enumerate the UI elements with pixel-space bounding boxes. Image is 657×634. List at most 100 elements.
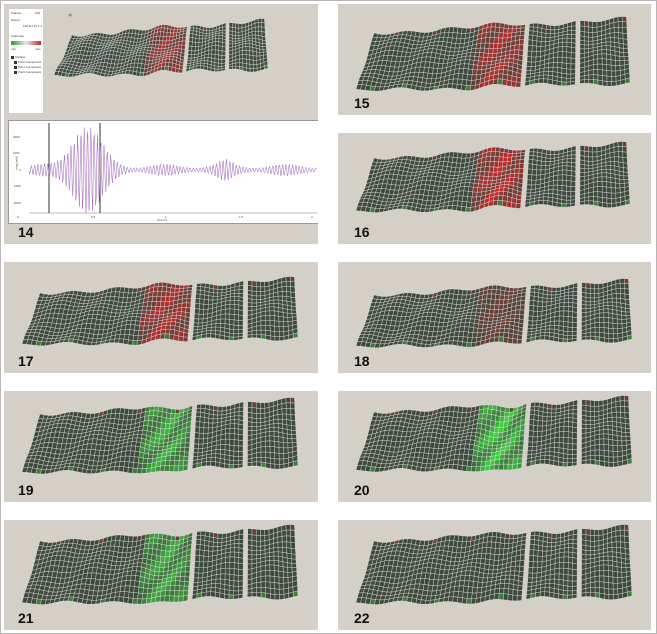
mesh-cell	[187, 290, 193, 295]
mesh-cell	[615, 182, 621, 189]
mesh-cell	[165, 291, 171, 297]
mesh-cell	[217, 410, 223, 416]
mesh-cell	[489, 309, 495, 315]
mesh-cell	[611, 198, 617, 204]
mesh-cell	[620, 288, 626, 295]
mesh-cell	[579, 163, 585, 169]
mesh-cell	[138, 325, 145, 331]
mesh-cell	[494, 304, 500, 310]
mesh-cell	[471, 196, 477, 203]
mesh-cell	[526, 66, 532, 71]
mesh-cell	[565, 203, 571, 208]
mesh-cell	[180, 437, 186, 444]
mesh-cell	[245, 40, 250, 44]
mesh-cell	[602, 75, 608, 82]
mesh-cell	[482, 184, 488, 189]
mesh-cell	[205, 333, 211, 338]
layer-item[interactable]: Point Component	[14, 60, 41, 64]
legend-toolbar[interactable]: 100 1H 1V 1.1	[23, 24, 43, 28]
mesh-cell	[462, 195, 468, 203]
mesh-cell	[487, 180, 493, 185]
mesh-cell	[203, 299, 209, 305]
mesh-cell	[561, 62, 567, 70]
layer-item[interactable]: Point Component	[14, 65, 41, 69]
mesh-cell	[148, 318, 155, 323]
mesh-cell	[235, 22, 239, 29]
mesh-cell	[616, 314, 622, 320]
mesh-cell	[186, 298, 192, 304]
mesh-cell	[164, 301, 170, 307]
mesh-cell	[133, 329, 140, 336]
mesh-cell	[208, 45, 213, 51]
mesh-cell	[497, 73, 504, 80]
mesh-cell	[475, 171, 481, 177]
mesh-cell	[510, 309, 516, 315]
mesh-cell	[233, 329, 239, 334]
mesh-cell	[611, 192, 617, 199]
mesh-cell	[462, 336, 468, 343]
mesh-cell	[542, 293, 548, 299]
mesh-cell	[203, 422, 209, 429]
mesh-cell	[482, 180, 488, 185]
mesh-cell	[251, 417, 257, 423]
mesh-cell	[584, 164, 589, 169]
mesh-cell	[581, 399, 587, 406]
mesh-cell	[239, 66, 244, 71]
mesh-cell	[190, 54, 195, 59]
mesh-cell	[559, 310, 565, 317]
mesh-cell	[273, 423, 279, 428]
mesh-cell	[516, 76, 522, 83]
layer-item[interactable]: Point Component	[14, 70, 41, 74]
mesh-cell	[496, 285, 502, 291]
mesh-cell	[225, 304, 231, 310]
mesh-cell	[159, 433, 165, 440]
mesh-cell	[498, 187, 505, 192]
mesh-cell	[195, 38, 200, 43]
mesh-cell	[465, 52, 472, 57]
mesh-cell	[290, 408, 296, 416]
mesh-cell	[143, 452, 149, 459]
mesh-cell	[609, 32, 615, 38]
mesh-cell	[238, 335, 244, 341]
mesh-cell	[143, 420, 149, 426]
mesh-cell	[585, 301, 591, 306]
mesh-cell	[457, 340, 463, 347]
mesh-cell	[605, 32, 611, 39]
mesh-cell	[492, 313, 499, 319]
mesh-cell	[622, 16, 627, 23]
mesh-cell	[616, 293, 621, 299]
mesh-cell	[136, 309, 143, 314]
mesh-cell	[203, 433, 209, 440]
mesh-cell	[463, 326, 470, 333]
mesh-cell	[611, 81, 617, 87]
mesh-cell	[480, 308, 486, 314]
mesh-cell	[526, 188, 532, 194]
layer-item[interactable]: Surface	[11, 55, 25, 59]
mesh-cell	[557, 56, 563, 63]
mesh-cell	[593, 79, 599, 85]
mesh-cell	[251, 330, 257, 335]
mesh-cell	[610, 187, 616, 194]
mesh-cell	[222, 26, 227, 31]
mesh-cell	[624, 395, 629, 402]
mesh-cell	[153, 406, 159, 412]
mesh-cell	[260, 457, 266, 463]
mesh-cell	[520, 300, 526, 306]
mesh-cell	[218, 50, 223, 56]
mesh-cell	[472, 187, 478, 193]
mesh-cell	[605, 165, 611, 170]
mesh-cell	[478, 319, 484, 325]
mesh-cell	[519, 31, 525, 36]
mesh-cell	[137, 462, 143, 469]
mesh-cell	[197, 448, 203, 453]
mesh-cell	[499, 27, 505, 34]
mesh-cell	[615, 283, 621, 289]
mesh-cell	[159, 306, 165, 312]
mesh-cell	[256, 281, 261, 288]
mesh-cell	[273, 414, 279, 420]
mesh-cell	[545, 33, 551, 38]
mesh-cell	[617, 16, 623, 22]
mesh-cell	[196, 283, 202, 287]
mesh-cell	[283, 335, 289, 341]
mesh-cell	[535, 174, 541, 181]
